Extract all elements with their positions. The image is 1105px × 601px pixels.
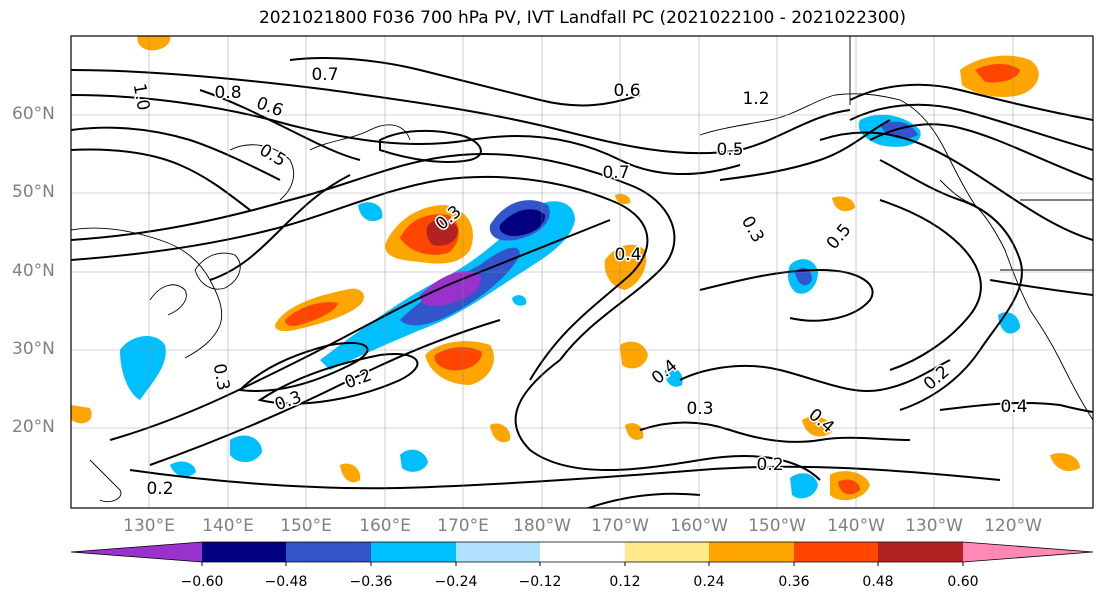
contour-label: 0.8 bbox=[214, 83, 241, 103]
contour-label: 0.5 bbox=[716, 140, 743, 160]
lon-label-170e: 170°E bbox=[437, 516, 489, 536]
lon-label-120w: 120°W bbox=[984, 516, 1042, 536]
colorbar-tick-label: 0.36 bbox=[778, 574, 810, 590]
contour-label: 0.2 bbox=[756, 455, 783, 475]
colorbar-tick-label: −0.60 bbox=[180, 574, 224, 590]
contour-label: 0.4 bbox=[614, 245, 641, 265]
colorbar-segment bbox=[709, 542, 794, 562]
lat-label-20n: 20°N bbox=[12, 417, 55, 437]
colorbar-tick-label: 0.60 bbox=[947, 574, 979, 590]
colorbar-extend-low bbox=[71, 542, 202, 562]
plot-area: 0.80.70.60.50.30.20.41.21.00.70.60.50.3 0… bbox=[71, 36, 1093, 508]
colorbar-tick-label: −0.48 bbox=[264, 574, 308, 590]
colorbar-segment bbox=[794, 542, 878, 562]
contour-label: 0.2 bbox=[146, 479, 173, 499]
colorbar-tick-label: −0.12 bbox=[518, 574, 562, 590]
contour-label: 0.7 bbox=[311, 65, 338, 85]
graticule bbox=[71, 36, 1093, 508]
contour-label: 0.4 bbox=[1000, 397, 1027, 417]
pv-contours bbox=[71, 57, 1093, 508]
contour-label: 1.2 bbox=[742, 89, 769, 109]
colorbar-segment bbox=[456, 542, 540, 562]
contour-label: 0.6 bbox=[613, 81, 640, 101]
lon-label-160w: 160°W bbox=[670, 516, 728, 536]
lon-label-160e: 160°E bbox=[359, 516, 411, 536]
lat-label-50n: 50°N bbox=[12, 182, 55, 202]
colorbar-tick-label: −0.36 bbox=[349, 574, 393, 590]
positive-shading bbox=[71, 36, 1080, 501]
lon-label-130e: 130°E bbox=[123, 516, 175, 536]
colorbar-segment bbox=[540, 542, 625, 562]
colorbar-tick-label: 0.12 bbox=[609, 574, 641, 590]
contour-label: 0.3 bbox=[209, 362, 233, 392]
colorbar-tick-label: 0.24 bbox=[693, 574, 725, 590]
map-title: 2021021800 F036 700 hPa PV, IVT Landfall… bbox=[258, 8, 906, 28]
colorbar-tick-label: 0.48 bbox=[862, 574, 894, 590]
plot-frame bbox=[70, 35, 1094, 509]
colorbar-segment bbox=[878, 542, 963, 562]
colorbar bbox=[70, 541, 1094, 566]
lon-label-180w: 180°W bbox=[513, 516, 571, 536]
colorbar-segment bbox=[286, 542, 371, 562]
lon-label-170w: 170°W bbox=[591, 516, 649, 536]
colorbar-extend-high bbox=[963, 542, 1093, 562]
colorbar-segment bbox=[371, 542, 456, 562]
colorbar-tick-label: −0.24 bbox=[434, 574, 478, 590]
lon-label-130w: 130°W bbox=[905, 516, 963, 536]
lon-label-150w: 150°W bbox=[748, 516, 806, 536]
coastlines bbox=[71, 36, 1093, 503]
lon-label-140e: 140°E bbox=[202, 516, 254, 536]
lat-label-30n: 30°N bbox=[12, 339, 55, 359]
contour-label: 0.3 bbox=[686, 399, 713, 419]
colorbar-segment bbox=[625, 542, 709, 562]
colorbar-segment bbox=[202, 542, 286, 562]
lon-label-140w: 140°W bbox=[827, 516, 885, 536]
lat-label-60n: 60°N bbox=[12, 104, 55, 124]
lon-label-150e: 150°E bbox=[280, 516, 332, 536]
lat-label-40n: 40°N bbox=[12, 261, 55, 281]
contour-label: 0.7 bbox=[602, 163, 629, 183]
